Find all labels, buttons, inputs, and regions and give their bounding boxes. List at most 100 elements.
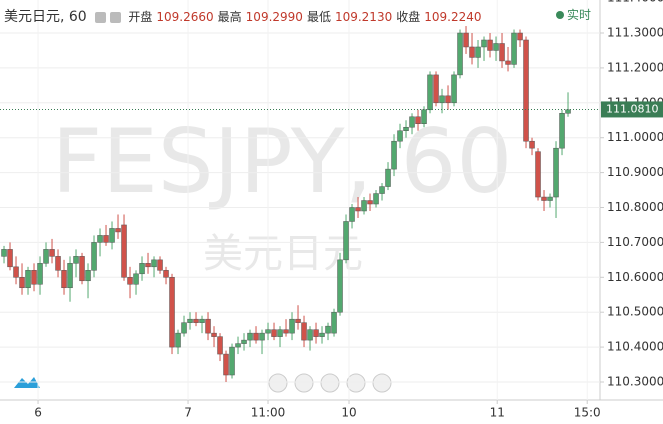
candle-body [169,277,175,348]
zoom-in[interactable] [346,373,366,393]
candle-body [91,242,97,271]
nav-left[interactable] [268,373,288,393]
candle-body [265,329,271,334]
candle-body [439,95,445,104]
candle-body [73,256,79,264]
y-tick-label: 110.7000 [607,235,663,249]
y-tick-label: 110.3000 [607,374,663,388]
candle-body [223,353,229,376]
candle-body [337,259,343,313]
candle-body [295,318,301,323]
candle-body [229,346,235,376]
candle-body [13,266,19,278]
x-tick-label: 6 [34,406,42,420]
candle-body [487,39,493,51]
candle-body [241,339,247,344]
candle-body [139,263,145,275]
ohlc-value: 109.2990 [245,10,303,24]
candle-body [199,318,205,323]
candle-body [499,43,505,62]
candle-body [553,147,559,198]
candle-body [151,259,157,268]
candle-body [133,273,139,285]
icon[interactable] [109,12,121,23]
y-tick-label: 110.6000 [607,270,663,284]
candle-body [187,318,193,323]
watermark-sub: 美元日元 [203,231,363,277]
ohlc-label: 最低 [306,10,331,24]
candle-body [67,263,73,289]
y-tick-label: 111.0000 [607,130,663,144]
candle-body [283,329,289,334]
candle-body [289,318,295,334]
candle-body [379,186,385,194]
candle-body [415,116,421,124]
candle-body [493,43,499,51]
candle-body [445,95,451,104]
logo [14,377,40,388]
candle-body [31,270,37,285]
last-price-label: 111.0810 [606,102,659,115]
realtime[interactable]: 实时 [556,6,591,23]
candle-body [403,126,409,131]
candle-body [259,332,265,341]
candle-body [559,113,565,149]
x-tick-label: 11:00 [251,406,286,420]
candle-body [79,256,85,282]
y-tick-label: 110.5000 [607,305,663,319]
candle-body [271,329,277,337]
icon[interactable] [94,12,106,23]
symbol-title: 美元日元, 60 [4,9,87,25]
candle-body [481,39,487,48]
nav-controls[interactable] [268,373,392,393]
x-tick-label: 10 [341,406,356,420]
candle-body [121,224,127,278]
ohlc-value: 109.2660 [156,10,214,24]
candle-body [361,200,367,212]
candle-body [43,249,49,264]
candle-body [433,74,439,104]
header: 美元日元, 60 开盘 109.2660 最高 109.2990 最低 109.2130 收… [4,6,490,26]
reset[interactable] [320,373,340,393]
candle-body [529,140,535,149]
zoom-out[interactable] [294,373,314,393]
candle-body [409,116,415,128]
candle-body [457,32,463,76]
candle-body [193,318,199,323]
y-tick-label: 110.4000 [607,340,663,354]
candle-body [391,140,397,170]
candle-body [517,32,523,41]
candle-body [469,46,475,58]
candle-body [127,277,133,285]
candle-body [319,332,325,337]
ohlc-label: 最高 [217,10,242,24]
candle-body [175,332,181,348]
candle-body [331,311,337,334]
candle-body [451,74,457,104]
candle-body [511,32,517,65]
candle-body [301,322,307,341]
candle-body [277,329,283,337]
candle-body [475,46,481,58]
grid [0,0,600,400]
candle-body [109,228,115,243]
candle-body [235,343,241,348]
realtime-label: 实时 [567,8,592,22]
candle-body [7,249,13,268]
candle-body [61,270,67,289]
candle-body [397,130,403,142]
candle-body [181,322,187,334]
y-tick-label: 111.3000 [607,26,663,40]
candle-body [253,332,259,341]
candle-body [541,196,547,201]
candle-body [565,109,571,114]
candle-body [307,329,313,341]
candle-body [85,270,91,282]
ohlc-value: 109.2240 [424,10,482,24]
candle-body [343,221,349,261]
ohlc-label: 开盘 [128,10,153,24]
candle-body [19,277,25,289]
candle-body [463,32,469,48]
nav-right[interactable] [372,373,392,393]
